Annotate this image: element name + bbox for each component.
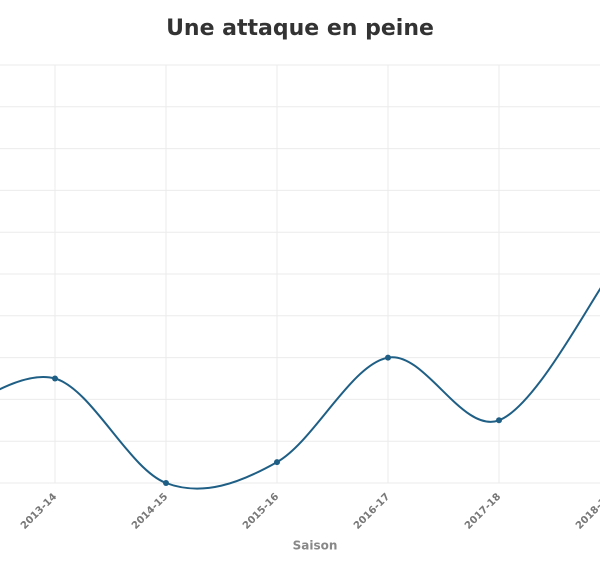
point <box>163 480 169 486</box>
x-tick-label: 2013-14 <box>19 491 59 531</box>
point <box>274 459 280 466</box>
line <box>0 287 600 490</box>
x-axis-title: Saison <box>293 539 338 553</box>
x-tick-label: 2016-17 <box>352 491 392 531</box>
point <box>496 417 502 424</box>
point <box>52 375 58 382</box>
x-tick-label: 2014-15 <box>130 491 170 531</box>
x-tick-label: 2015-16 <box>241 491 281 531</box>
x-tick-label: 2018-19 <box>574 491 600 531</box>
chart-title: Une attaque en peine <box>166 16 434 41</box>
point <box>385 354 391 361</box>
x-tick-label: 2017-18 <box>463 491 503 531</box>
